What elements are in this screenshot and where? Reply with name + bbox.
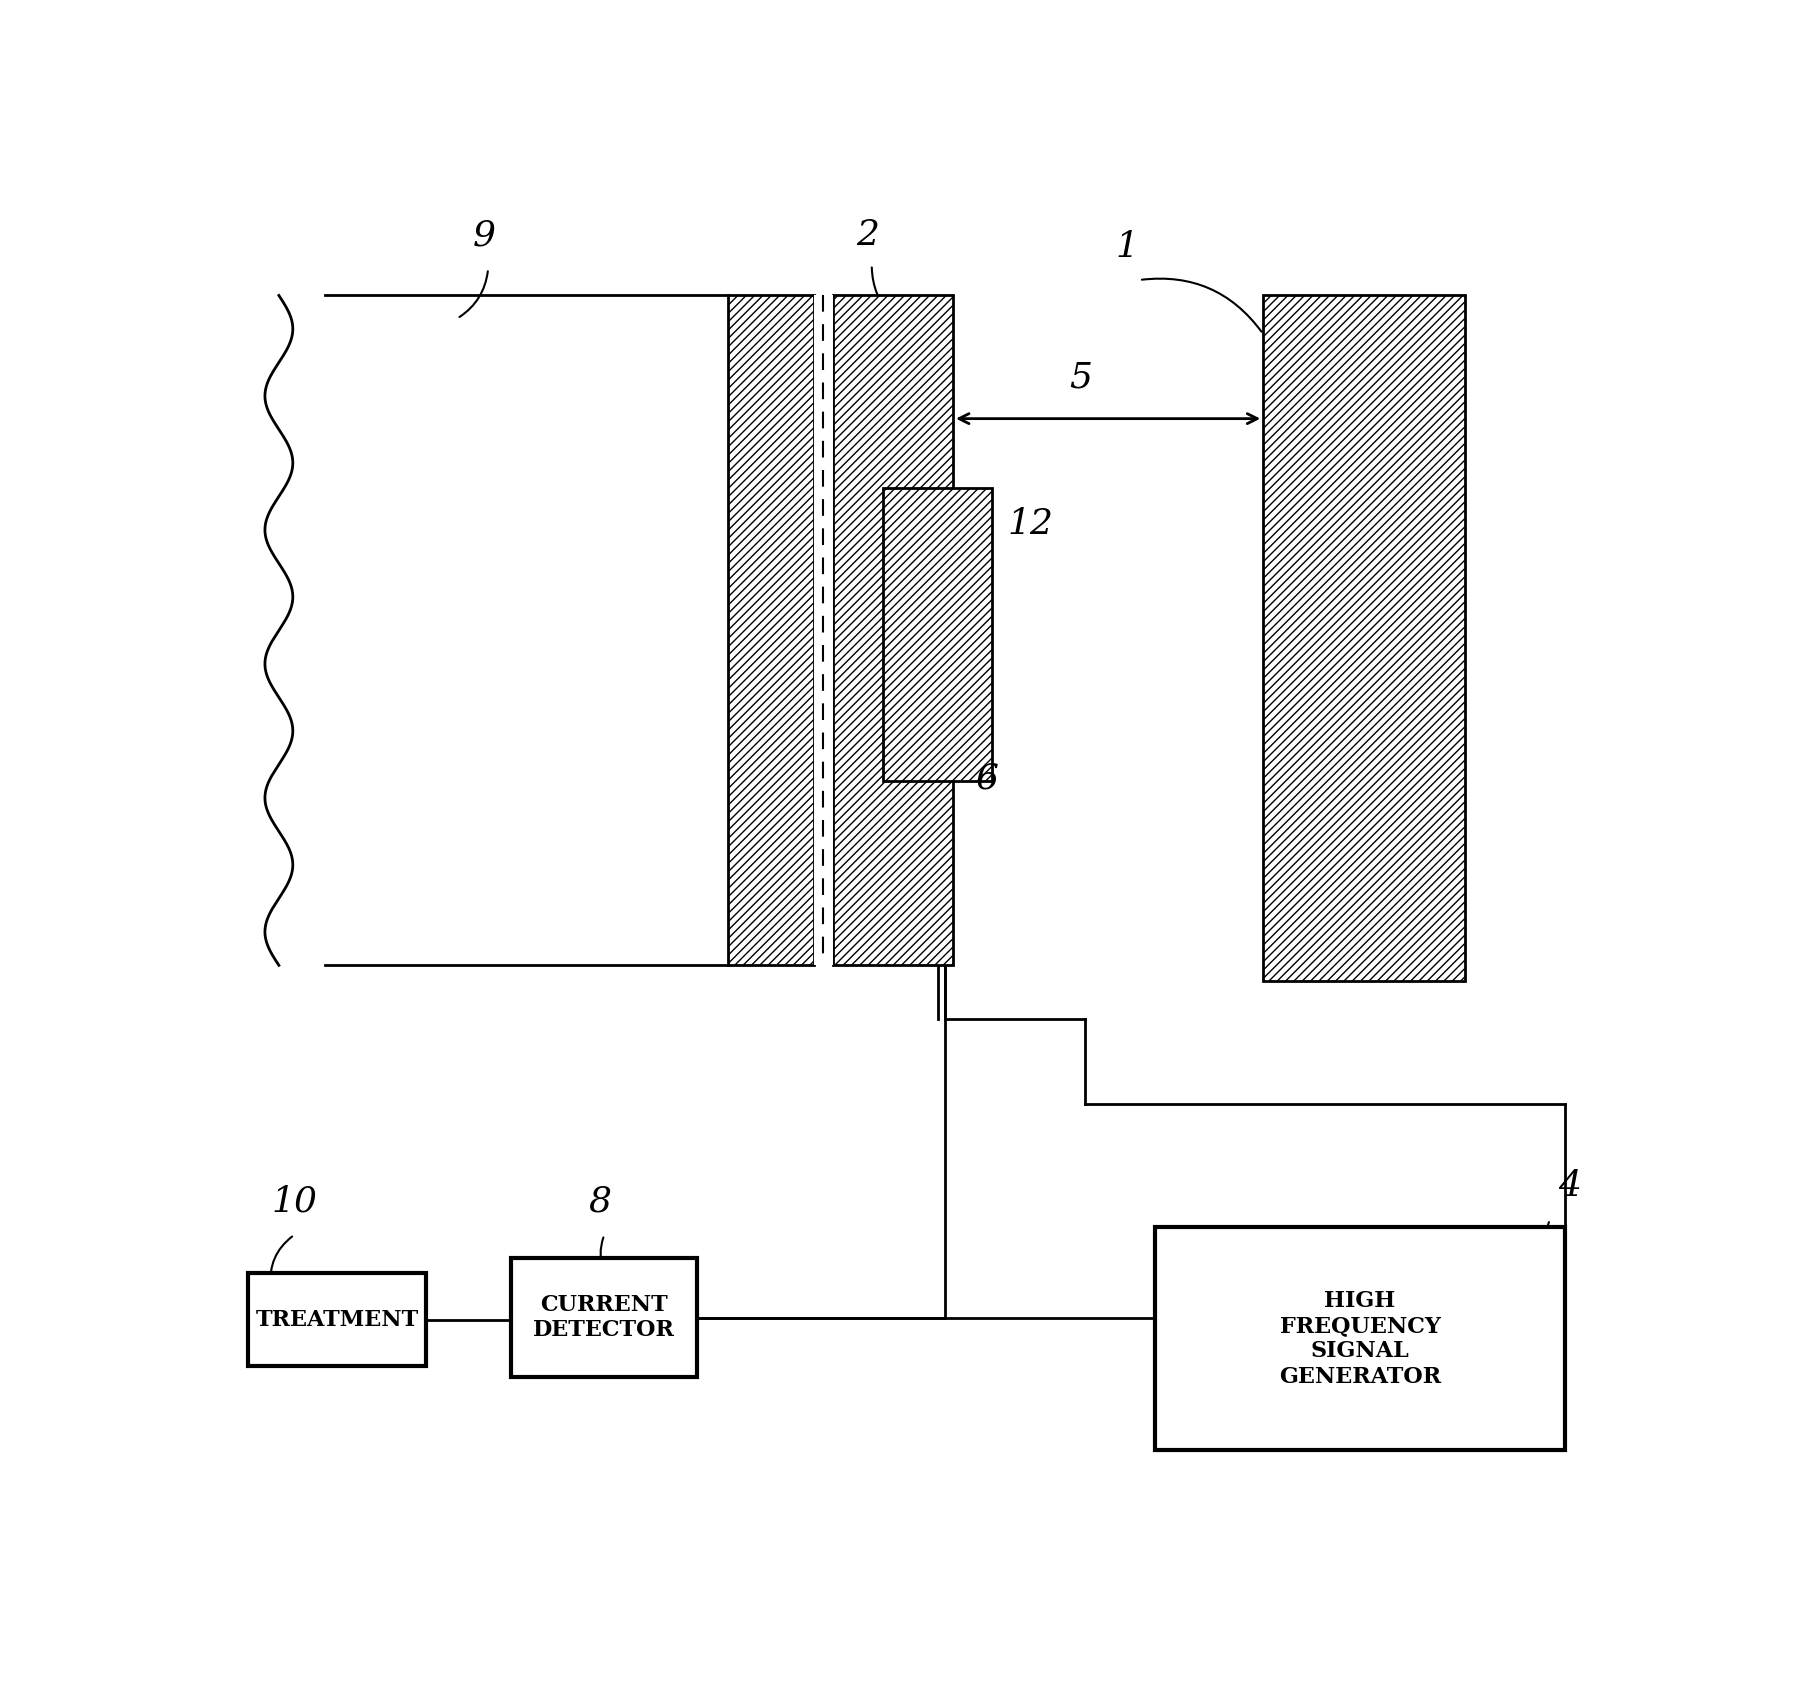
Bar bbox=[728, 296, 814, 966]
Text: CURRENT
DETECTOR: CURRENT DETECTOR bbox=[534, 1294, 676, 1342]
Bar bbox=[834, 296, 952, 966]
Text: HIGH
FREQUENCY
SIGNAL
GENERATOR: HIGH FREQUENCY SIGNAL GENERATOR bbox=[1279, 1289, 1441, 1387]
Bar bbox=[884, 487, 992, 780]
Text: 4: 4 bbox=[1558, 1169, 1581, 1203]
Text: 9: 9 bbox=[473, 218, 496, 252]
Bar bbox=[512, 1257, 697, 1377]
Text: 1: 1 bbox=[1116, 230, 1139, 264]
Text: 5: 5 bbox=[1069, 360, 1093, 394]
Bar bbox=[248, 1274, 426, 1365]
Text: 12: 12 bbox=[1008, 508, 1053, 541]
Text: 10: 10 bbox=[271, 1184, 316, 1218]
Text: 8: 8 bbox=[589, 1184, 611, 1218]
Bar bbox=[1155, 1227, 1565, 1450]
Text: 2: 2 bbox=[855, 218, 879, 252]
Bar bbox=[1263, 296, 1465, 981]
Text: TREATMENT: TREATMENT bbox=[255, 1308, 419, 1330]
Text: 6: 6 bbox=[976, 761, 999, 795]
Bar bbox=[814, 296, 834, 966]
